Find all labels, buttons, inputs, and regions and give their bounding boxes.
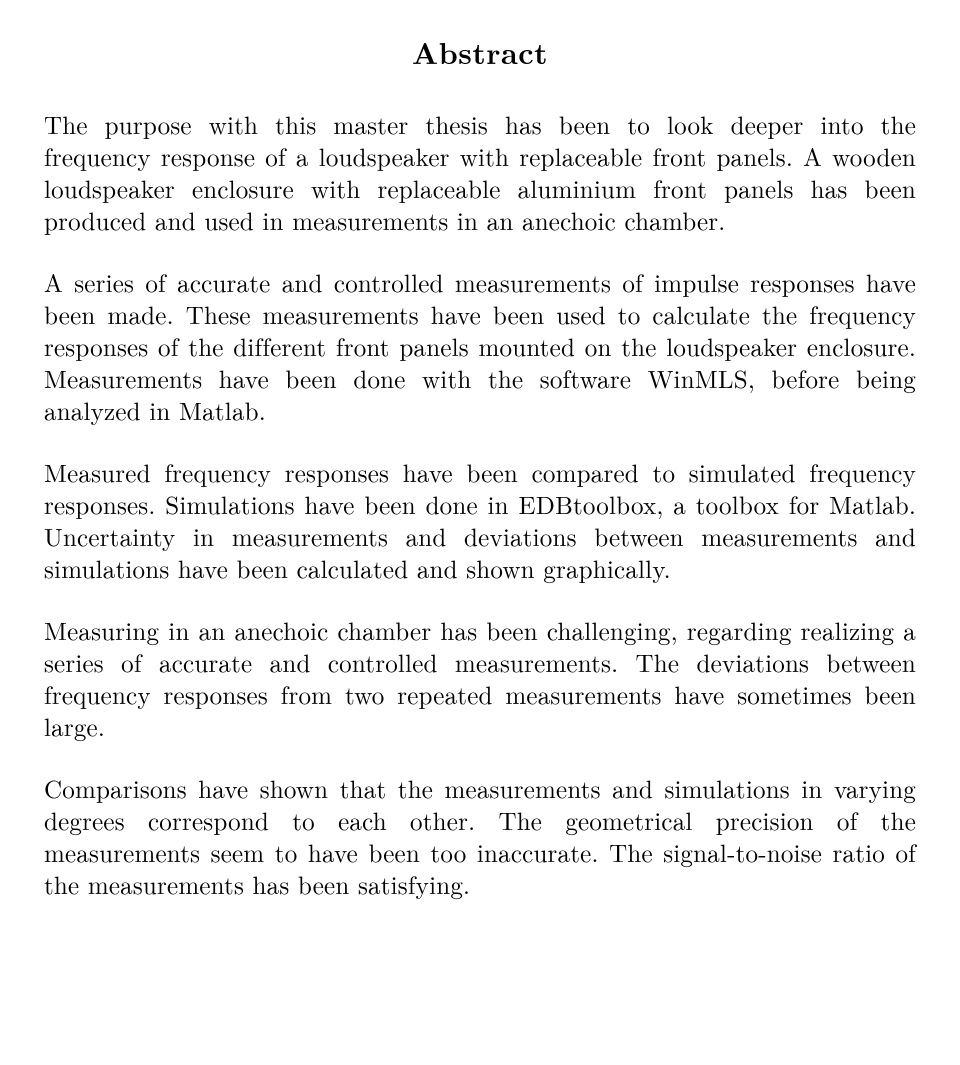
abstract-paragraph: Measured frequency responses have been c…: [44, 457, 916, 585]
abstract-title: Abstract: [44, 30, 916, 73]
abstract-paragraph: Comparisons have shown that the measurem…: [44, 773, 916, 901]
abstract-paragraph: A series of accurate and controlled meas…: [44, 267, 916, 427]
abstract-paragraph: Measuring in an anechoic chamber has bee…: [44, 615, 916, 743]
abstract-paragraph: The purpose with this master thesis has …: [44, 109, 916, 237]
abstract-page: Abstract The purpose with this master th…: [0, 0, 960, 1065]
